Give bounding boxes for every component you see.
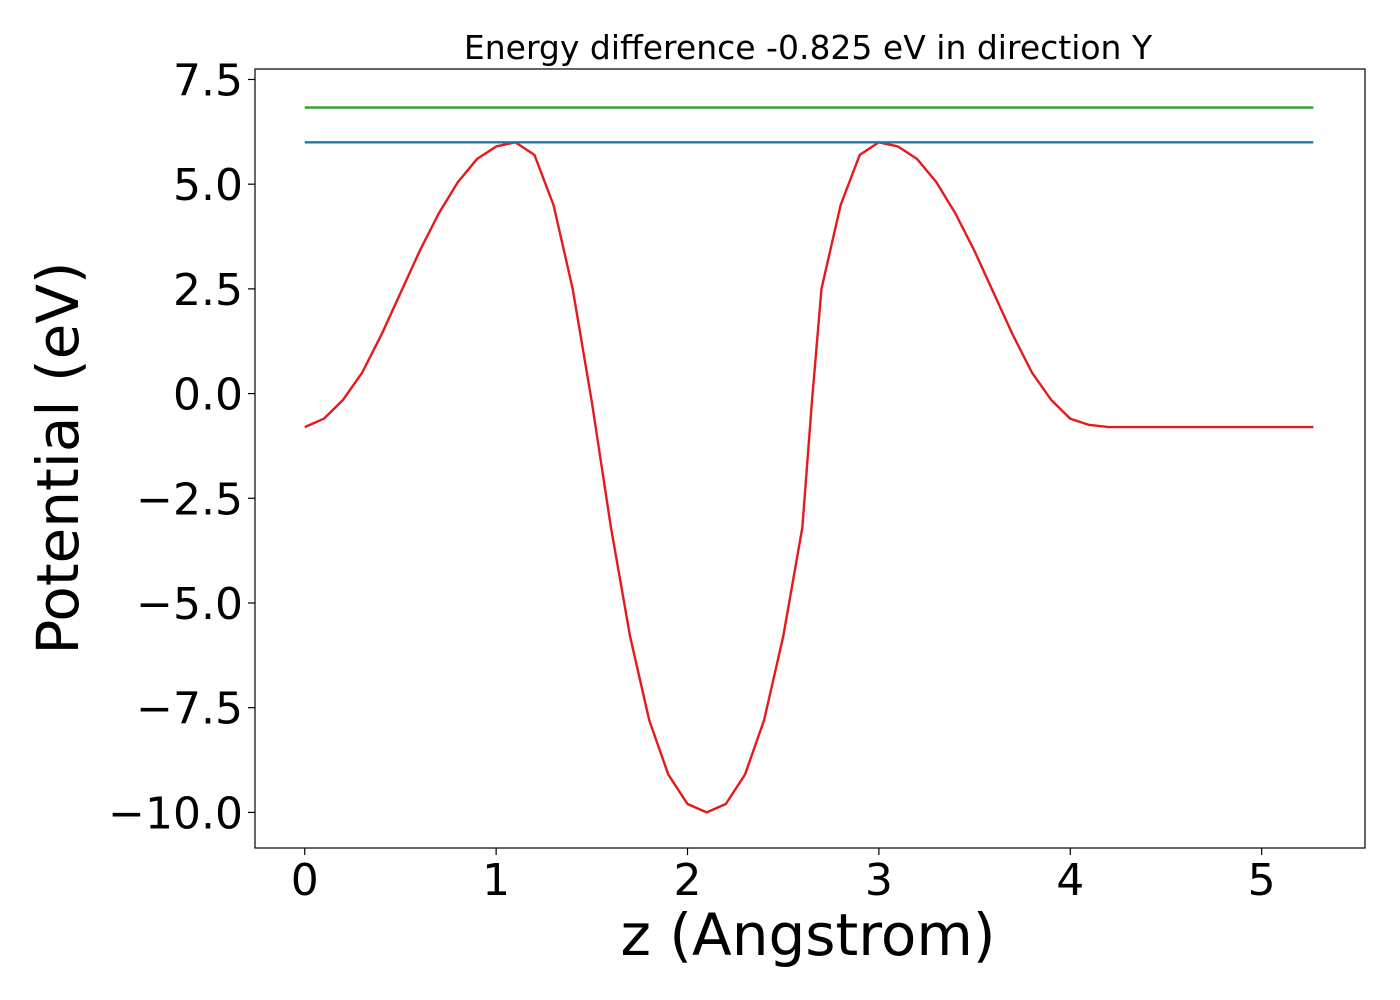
- y-tick-label: −2.5: [136, 474, 243, 525]
- y-axis-label: Potential (eV): [24, 261, 92, 654]
- series-layer: [304, 106, 1314, 814]
- x-axis-label: z (Angstrom): [621, 901, 996, 969]
- y-tick-label: −5.0: [136, 579, 243, 630]
- chart-title: Energy difference -0.825 eV in direction…: [464, 28, 1153, 67]
- x-tick-label: 3: [865, 855, 893, 906]
- y-tick-label: −10.0: [108, 788, 243, 839]
- y-tick-label: 7.5: [173, 55, 243, 106]
- y-tick-label: 2.5: [173, 265, 243, 316]
- y-tick-label: 5.0: [173, 160, 243, 211]
- x-tick-label: 0: [291, 855, 319, 906]
- x-tick-label: 2: [674, 855, 702, 906]
- x-tick-label: 4: [1056, 855, 1084, 906]
- ticks-layer: 0 1 2 3 4 5 7.5 5.0 2.5 0.0 −2.5 −5.0 −7.5 −10.0: [108, 55, 1275, 906]
- y-tick-label: −7.5: [136, 684, 243, 735]
- x-tick-label: 5: [1248, 855, 1276, 906]
- x-tick-label: 1: [482, 855, 510, 906]
- series-line-0: [304, 141, 1314, 814]
- plot-area: [254, 68, 1366, 849]
- y-tick-label: 0.0: [173, 370, 243, 421]
